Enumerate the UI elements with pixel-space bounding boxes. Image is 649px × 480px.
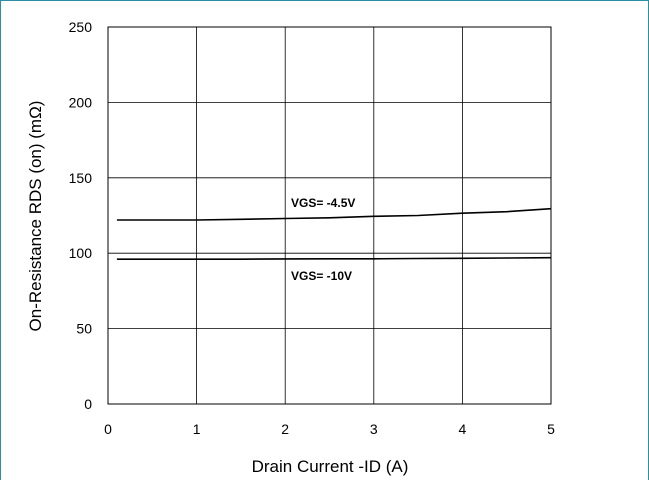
plot-area: [107, 26, 552, 405]
x-tick-label: 4: [459, 421, 467, 437]
y-tick-label: 0: [84, 396, 92, 412]
series-line-1: [116, 207, 552, 221]
series-lines: [116, 207, 552, 260]
x-tick-label: 2: [281, 421, 289, 437]
x-tick-label: 5: [547, 421, 555, 437]
y-tick-label: 200: [69, 94, 93, 110]
series-label-vgs-4-5v: VGS= -4.5V: [291, 196, 355, 210]
x-tick-label: 1: [193, 421, 201, 437]
y-tick-label: 100: [69, 245, 93, 261]
y-axis-title: On-Resistance RDS (on) (mΩ): [26, 101, 45, 332]
grid: [108, 27, 551, 404]
series-line-2: [116, 256, 552, 260]
x-tick-label: 0: [104, 421, 112, 437]
y-tick-label: 250: [69, 19, 93, 35]
x-tick-label: 3: [370, 421, 378, 437]
series-label-vgs-10v: VGS= -10V: [291, 269, 352, 283]
y-tick-label: 50: [76, 321, 92, 337]
x-axis-title: Drain Current -ID (A): [252, 457, 409, 476]
y-tick-label: 150: [69, 170, 93, 186]
